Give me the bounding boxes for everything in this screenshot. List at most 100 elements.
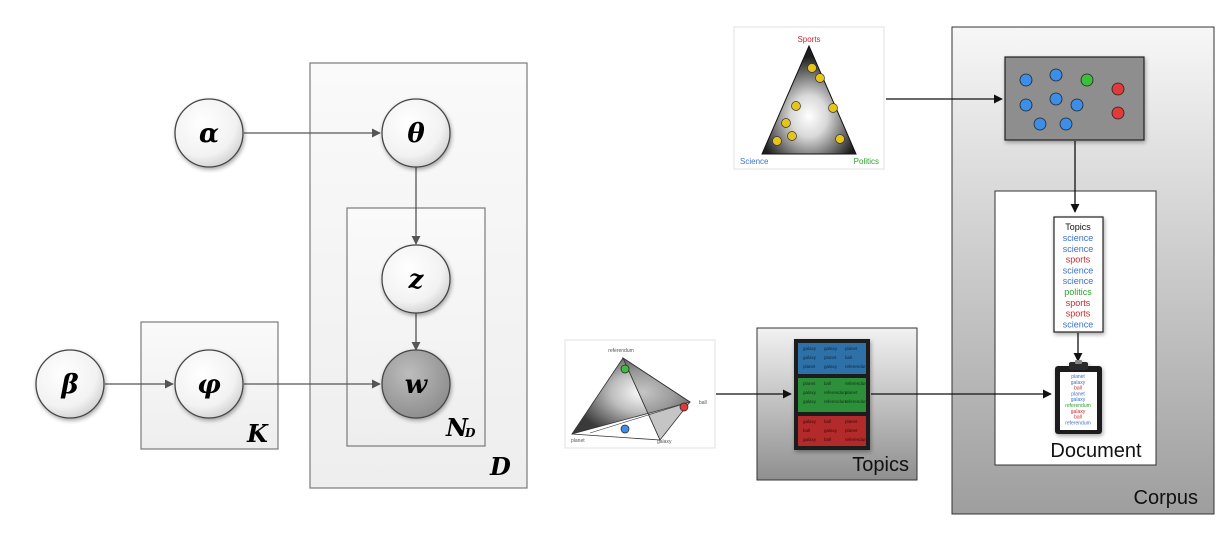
dot-science — [1019, 98, 1033, 112]
clipboard-word: galaxy — [1071, 409, 1086, 415]
w-symbol: w — [405, 370, 429, 400]
node-z: z — [381, 244, 451, 314]
sports-corner-label: Sports — [797, 35, 820, 44]
topic-list-items: sciencesciencesportssciencesciencepoliti… — [1063, 233, 1094, 329]
word-simplex-inner-edge — [622, 357, 661, 441]
topic-card-word: referendum — [824, 390, 847, 395]
topic-card-word: planet — [803, 364, 816, 369]
politics-corner-label: Politics — [854, 157, 879, 166]
document-topic-list — [1053, 216, 1104, 333]
clipboard-word: planet — [1071, 391, 1085, 397]
plate-n-label: N — [445, 413, 469, 442]
clipboard-word: referendum — [1065, 420, 1091, 426]
word-corner-ball: ball — [699, 400, 707, 406]
topics-label: Topics — [852, 454, 909, 476]
sports-simplex-points — [772, 63, 845, 146]
dot-science — [1033, 117, 1047, 131]
corpus-label: Corpus — [1134, 487, 1198, 509]
simplex-point — [772, 136, 782, 146]
word-simplex-point-red — [679, 402, 689, 412]
topic-card-word: planet — [845, 419, 858, 424]
topic-card-word: planet — [845, 428, 858, 433]
topic-card-blue — [798, 343, 866, 374]
topic-card-word: referendum — [845, 437, 868, 442]
topic-proportions-panel — [1004, 56, 1145, 141]
topic-card-word: galaxy — [824, 364, 838, 369]
clipboard-word: ball — [1074, 386, 1082, 392]
node-beta: β — [35, 349, 105, 419]
topic-card-word: planet — [803, 381, 816, 386]
document-label: Document — [1050, 440, 1142, 462]
clipboard-word-list: planetgalaxyballplanetgalaxyreferendumga… — [1065, 374, 1091, 426]
topic-list-item: sports — [1066, 298, 1091, 308]
topic-card-green — [798, 378, 866, 412]
topic-card-word: galaxy — [824, 346, 838, 351]
proportion-dots — [1019, 68, 1125, 131]
simplex-point — [815, 73, 825, 83]
simplex-point — [781, 118, 791, 128]
dot-sports — [1111, 106, 1125, 120]
topic-card-word: referendum — [845, 399, 868, 404]
topic-card-word: galaxy — [803, 399, 817, 404]
topic-list-item: science — [1063, 319, 1094, 329]
phi-symbol: φ — [197, 370, 221, 400]
clipboard-word: ball — [1074, 415, 1082, 421]
word-simplex-edge — [571, 433, 661, 441]
topic-card-word: planet — [845, 390, 858, 395]
beta-symbol: β — [60, 370, 78, 400]
word-corner-referendum: referendum — [608, 348, 634, 354]
topic-card-word: galaxy — [803, 390, 817, 395]
simplex-point — [807, 63, 817, 73]
dot-science — [1059, 117, 1073, 131]
alpha-symbol: α — [199, 119, 219, 149]
plate-n-subscript: D — [464, 426, 476, 440]
topic-card-word: referendum — [845, 364, 868, 369]
topic-list-item: sports — [1066, 255, 1091, 265]
simplex-point — [835, 134, 845, 144]
topic-card-word: ball — [803, 428, 810, 433]
word-simplex-point-green — [620, 364, 630, 374]
topic-card-word: ball — [824, 381, 831, 386]
topic-card-word: galaxy — [803, 346, 817, 351]
plate-k-label: K — [246, 419, 269, 448]
topic-card-words: galaxy galaxy planet galaxy planet ball planet… — [803, 346, 868, 442]
simplex-point — [828, 103, 838, 113]
science-corner-label: Science — [740, 157, 769, 166]
topic-card-word: galaxy — [824, 428, 838, 433]
topic-card-word: planet — [824, 355, 837, 360]
topic-list-title: Topics — [1065, 222, 1091, 232]
topic-card-word: referendum — [845, 381, 868, 386]
dot-science — [1049, 92, 1063, 106]
topic-card-word: ball — [824, 437, 831, 442]
node-phi: φ — [174, 349, 244, 419]
topic-card-word: galaxy — [803, 437, 817, 442]
simplex-point — [787, 131, 797, 141]
dot-science — [1049, 68, 1063, 82]
topic-card-red — [798, 416, 866, 446]
word-simplex-inner-edge-2 — [589, 401, 691, 434]
word-corner-planet: planet — [571, 438, 585, 444]
theta-symbol: θ — [407, 119, 425, 149]
clipboard-word: referendum — [1065, 403, 1091, 409]
topic-card-word: referendum — [824, 399, 847, 404]
node-alpha: α — [174, 98, 244, 168]
word-simplex-point-blue — [620, 424, 630, 434]
z-symbol: z — [408, 265, 425, 295]
topic-word-cards — [794, 339, 870, 450]
simplex-point — [791, 101, 801, 111]
topic-card-word: ball — [845, 355, 852, 360]
clipboard-word: galaxy — [1071, 397, 1086, 403]
topic-card-word: galaxy — [803, 355, 817, 360]
dot-science — [1070, 98, 1084, 112]
node-theta: θ — [381, 98, 451, 168]
topic-list-item: science — [1063, 265, 1094, 275]
dot-science — [1019, 73, 1033, 87]
dot-sports — [1111, 82, 1125, 96]
word-corner-galaxy: galaxy — [657, 439, 672, 445]
topic-list-item: science — [1063, 244, 1094, 254]
topic-card-word: planet — [845, 346, 858, 351]
clipboard-word: planet — [1071, 374, 1085, 380]
dot-politics — [1080, 73, 1094, 87]
topic-card-word: ball — [824, 419, 831, 424]
